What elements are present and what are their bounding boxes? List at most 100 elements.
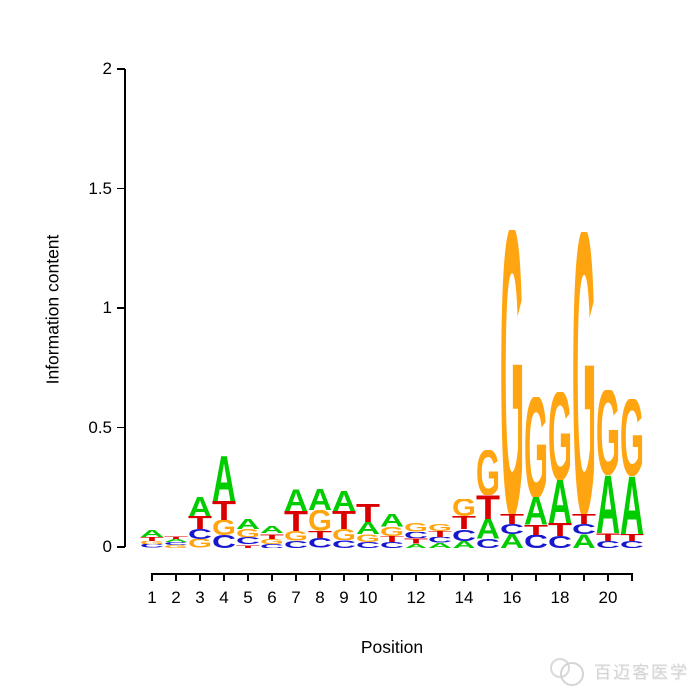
logo-letter-G: G: [308, 510, 332, 531]
x-tick: [439, 573, 441, 581]
logo-letter-C: C: [428, 537, 452, 543]
svg-text:G: G: [212, 520, 236, 535]
svg-text:A: A: [428, 543, 452, 548]
svg-text:C: C: [332, 540, 356, 548]
logo-letter-G: G: [500, 230, 524, 514]
logo-letter-T: T: [236, 545, 260, 548]
svg-text:T: T: [548, 523, 572, 536]
logo-letter-C: C: [404, 532, 428, 539]
logo-letter-A: A: [164, 539, 188, 542]
svg-text:C: C: [236, 537, 260, 544]
logo-letter-T: T: [188, 516, 212, 529]
svg-text:G: G: [476, 450, 500, 495]
svg-text:T: T: [332, 511, 356, 529]
svg-text:C: C: [260, 544, 284, 548]
logo-letter-T: T: [212, 501, 236, 520]
x-tick-label: 16: [502, 588, 522, 607]
logo-letter-G: G: [332, 529, 356, 540]
x-tick-label: 3: [195, 588, 205, 607]
svg-text:G: G: [548, 392, 572, 480]
logo-letter-G: G: [548, 392, 572, 480]
logo-letter-T: T: [620, 534, 644, 541]
logo-letter-A: A: [212, 456, 236, 501]
logo-letter-T: T: [572, 514, 596, 524]
logo-letter-C: C: [476, 539, 500, 548]
watermark-brand-text: 百迈客医学: [594, 662, 689, 682]
svg-text:G: G: [164, 545, 188, 548]
svg-text:G: G: [356, 534, 380, 542]
watermark: 百迈客医学: [550, 650, 689, 690]
svg-text:G: G: [284, 531, 308, 541]
logo-letter-G: G: [356, 534, 380, 542]
x-tick-label: 9: [339, 588, 349, 607]
brand-logo-icon: [550, 654, 586, 686]
logo-letter-A: A: [308, 489, 332, 510]
x-tick-label: 18: [550, 588, 570, 607]
logo-letter-T: T: [380, 536, 404, 542]
logo-letter-C: C: [164, 542, 188, 545]
svg-text:A: A: [596, 475, 620, 533]
x-tick-label: 5: [243, 588, 253, 607]
logo-letter-C: C: [236, 537, 260, 544]
svg-text:G: G: [380, 527, 404, 536]
logo-letter-A: A: [428, 543, 452, 548]
logo-letter-T: T: [524, 525, 548, 535]
svg-text:A: A: [332, 491, 356, 511]
y-tick-label: 0: [102, 537, 112, 556]
svg-text:C: C: [140, 544, 164, 548]
x-tick: [511, 573, 513, 581]
logo-letter-A: A: [404, 544, 428, 548]
svg-text:T: T: [140, 537, 164, 541]
svg-text:A: A: [452, 541, 476, 548]
svg-text:C: C: [476, 539, 500, 548]
x-tick-label: 7: [291, 588, 301, 607]
x-tick: [487, 573, 489, 581]
logo-letter-A: A: [140, 530, 164, 537]
logo-letter-T: T: [260, 534, 284, 539]
x-tick-label: 20: [598, 588, 618, 607]
y-tick: [117, 426, 125, 429]
svg-text:A: A: [236, 519, 260, 529]
logo-letter-C: C: [188, 529, 212, 539]
logo-letter-T: T: [500, 514, 524, 524]
svg-text:T: T: [572, 514, 596, 524]
svg-text:C: C: [452, 530, 476, 541]
logo-letter-T: T: [404, 538, 428, 543]
svg-text:T: T: [356, 504, 380, 522]
x-tick-label: 1: [147, 588, 157, 607]
logo-letter-C: C: [572, 524, 596, 534]
svg-text:C: C: [188, 529, 212, 539]
svg-text:T: T: [188, 516, 212, 529]
logo-letter-A: A: [476, 519, 500, 539]
x-tick: [319, 573, 321, 581]
logo-letter-A: A: [284, 489, 308, 511]
logo-letter-C: C: [548, 536, 572, 548]
x-axis-title: Position: [360, 637, 424, 657]
svg-text:G: G: [404, 523, 428, 531]
x-tick: [247, 573, 249, 581]
svg-text:C: C: [500, 524, 524, 534]
svg-text:G: G: [140, 541, 164, 545]
x-tick: [151, 573, 153, 581]
logo-letter-A: A: [236, 519, 260, 529]
svg-text:A: A: [404, 544, 428, 548]
x-tick: [583, 573, 585, 581]
svg-text:C: C: [548, 536, 572, 548]
logo-letter-C: C: [620, 541, 644, 548]
svg-text:A: A: [164, 539, 188, 542]
logo-letter-C: C: [212, 535, 236, 548]
svg-text:A: A: [284, 489, 308, 511]
logo-letter-T: T: [428, 531, 452, 537]
logo-letter-G: G: [476, 450, 500, 495]
logo-letter-T: T: [596, 533, 620, 541]
x-tick: [415, 573, 417, 581]
y-tick: [117, 187, 125, 190]
logo-letter-T: T: [140, 537, 164, 541]
